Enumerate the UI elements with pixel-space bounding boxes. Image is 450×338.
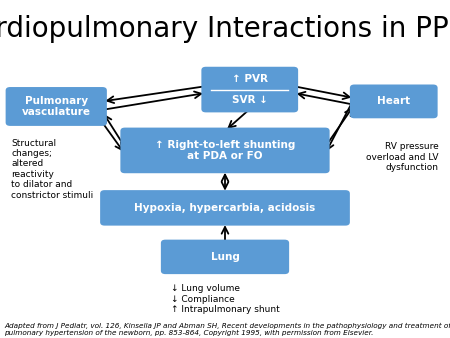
Text: Structural
changes;
altered
reactivity
to dilator and
constrictor stimuli: Structural changes; altered reactivity t…: [11, 139, 94, 199]
FancyBboxPatch shape: [350, 84, 437, 118]
FancyBboxPatch shape: [6, 87, 107, 126]
Text: Pulmonary
vasculature: Pulmonary vasculature: [22, 96, 91, 117]
Text: ↓ Lung volume
↓ Compliance
↑ Intrapulmonary shunt: ↓ Lung volume ↓ Compliance ↑ Intrapulmon…: [171, 284, 279, 314]
FancyBboxPatch shape: [120, 127, 329, 173]
FancyBboxPatch shape: [202, 67, 298, 112]
Text: ↑ PVR: ↑ PVR: [232, 74, 268, 84]
Text: SVR ↓: SVR ↓: [232, 95, 268, 105]
Text: Lung: Lung: [211, 252, 239, 262]
FancyBboxPatch shape: [100, 190, 350, 226]
Text: ↑ Right-to-left shunting
at PDA or FO: ↑ Right-to-left shunting at PDA or FO: [155, 140, 295, 161]
FancyBboxPatch shape: [161, 240, 289, 274]
Text: RV pressure
overload and LV
dysfunction: RV pressure overload and LV dysfunction: [366, 142, 439, 172]
Text: Heart: Heart: [377, 96, 410, 106]
Text: Hypoxia, hypercarbia, acidosis: Hypoxia, hypercarbia, acidosis: [135, 203, 315, 213]
Text: Cardiopulmonary Interactions in PPHN: Cardiopulmonary Interactions in PPHN: [0, 15, 450, 43]
Text: Adapted from J Pediatr, vol. 126, Kinsella JP and Abman SH, Recent developments : Adapted from J Pediatr, vol. 126, Kinsel…: [4, 323, 450, 336]
